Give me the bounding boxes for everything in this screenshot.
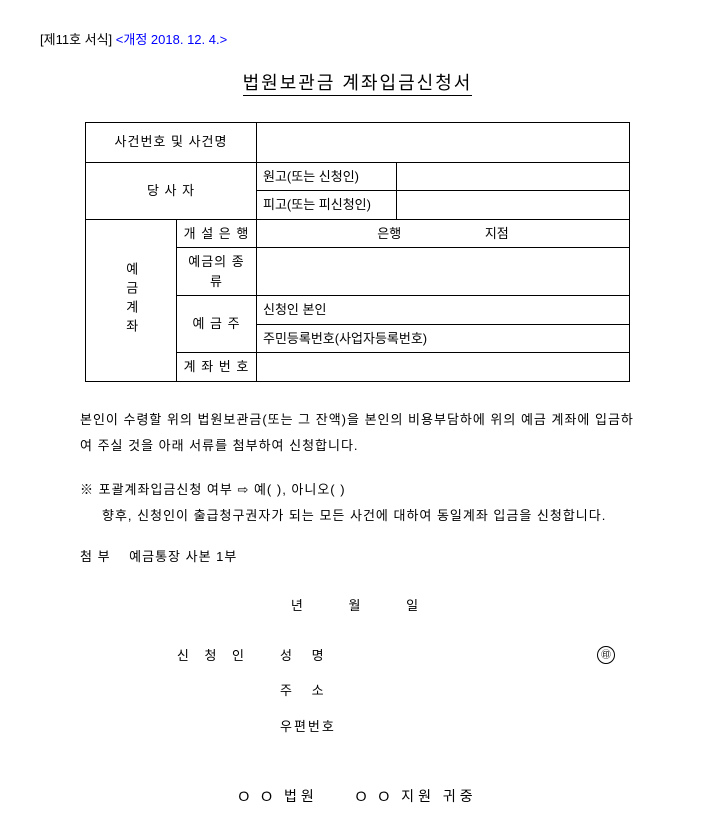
option-line1: ※ 포괄계좌입금신청 여부 ⇨ 예( ), 아니오( ) <box>80 477 635 503</box>
arrow-icon: ⇨ <box>237 477 249 503</box>
address-field-label: 주 소 <box>280 681 332 701</box>
applicant-postal-row: 우편번호 <box>80 717 635 737</box>
date-month: 월 <box>349 598 367 613</box>
option-prefix: ※ 포괄계좌입금신청 여부 <box>80 482 237 497</box>
date-day: 일 <box>406 598 424 613</box>
date-line: 년 월 일 <box>40 596 675 616</box>
defendant-label: 피고(또는 피신청인) <box>257 191 397 220</box>
case-number-value[interactable] <box>257 122 630 162</box>
applicant-name-row: 신 청 인 성 명 ㊞ <box>80 646 635 666</box>
application-table: 사건번호 및 사건명 당 사 자 원고(또는 신청인) 피고(또는 피신청인) … <box>85 122 630 382</box>
account-holder-label: 예 금 주 <box>177 296 257 353</box>
footer-line: O O 법원 O O 지원 귀중 <box>40 786 675 807</box>
option-suffix: 예( ), 아니오( ) <box>254 482 346 497</box>
seal-icon: ㊞ <box>597 646 615 664</box>
bank-label: 개 설 은 행 <box>177 219 257 248</box>
form-number: [제11호 서식] <box>40 32 112 47</box>
name-field-label: 성 명 <box>280 646 332 666</box>
holder-name-label: 신청인 본인 <box>257 296 630 325</box>
branch-text: 지점 <box>485 226 509 241</box>
applicant-label: 신 청 인 <box>80 646 280 666</box>
plaintiff-value[interactable] <box>397 162 630 191</box>
header-line: [제11호 서식] <개정 2018. 12. 4.> <box>40 30 675 50</box>
body-paragraph: 본인이 수령할 위의 법원보관금(또는 그 잔액)을 본인의 비용부담하에 위의… <box>80 407 635 459</box>
bank-value[interactable]: 은행 지점 <box>257 219 630 248</box>
case-number-label: 사건번호 및 사건명 <box>86 122 257 162</box>
holder-id-label: 주민등록번호(사업자등록번호) <box>257 324 630 353</box>
date-year: 년 <box>291 598 309 613</box>
party-label: 당 사 자 <box>86 162 257 219</box>
option-line2: 향후, 신청인이 출급청구권자가 되는 모든 사건에 대하여 동일계좌 입금을 … <box>80 503 635 529</box>
account-number-value[interactable] <box>257 353 630 382</box>
account-vertical-label: 예금계좌 <box>86 219 177 381</box>
applicant-address-row: 주 소 <box>80 681 635 701</box>
option-block: ※ 포괄계좌입금신청 여부 ⇨ 예( ), 아니오( ) 향후, 신청인이 출급… <box>80 477 635 529</box>
attachment-line: 첨 부 예금통장 사본 1부 <box>80 547 635 567</box>
applicant-block: 신 청 인 성 명 ㊞ 주 소 우편번호 <box>80 646 635 737</box>
postal-field-label: 우편번호 <box>280 717 336 737</box>
plaintiff-label: 원고(또는 신청인) <box>257 162 397 191</box>
attachment-label: 첨 부 <box>80 549 111 564</box>
bank-text: 은행 <box>377 226 401 241</box>
account-number-label: 계 좌 번 호 <box>177 353 257 382</box>
deposit-type-value[interactable] <box>257 248 630 296</box>
revision-note: <개정 2018. 12. 4.> <box>116 32 227 47</box>
footer-branch: O O 지원 귀중 <box>356 788 477 804</box>
footer-court: O O 법원 <box>238 788 317 804</box>
deposit-type-label: 예금의 종류 <box>177 248 257 296</box>
attachment-text: 예금통장 사본 1부 <box>129 549 237 564</box>
title-text: 법원보관금 계좌입금신청서 <box>243 73 473 96</box>
document-title: 법원보관금 계좌입금신청서 <box>40 70 675 97</box>
defendant-value[interactable] <box>397 191 630 220</box>
